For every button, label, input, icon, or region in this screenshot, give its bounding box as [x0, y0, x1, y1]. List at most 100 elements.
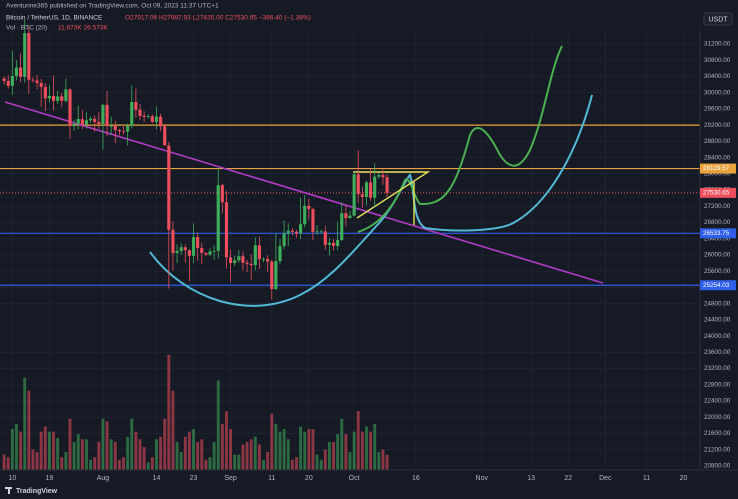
- y-tick-label: 26000.00: [704, 252, 731, 259]
- volume-bar: [245, 441, 249, 470]
- candle-body: [121, 131, 126, 133]
- volume-bar: [179, 452, 183, 470]
- volume-bar: [332, 441, 335, 470]
- candle-body: [208, 251, 212, 255]
- candle-body: [159, 116, 163, 127]
- candle-body: [290, 230, 294, 232]
- y-tick-label: 22000.00: [704, 414, 731, 421]
- drawings: [4, 45, 604, 307]
- candle-body: [200, 248, 204, 253]
- candle-body: [27, 33, 31, 80]
- volume-bar: [47, 431, 51, 470]
- volume-bar: [208, 457, 212, 470]
- candle-body: [282, 233, 286, 247]
- candle-body: [270, 261, 274, 290]
- candle-body: [146, 116, 150, 118]
- volume-bar: [19, 431, 23, 470]
- candle-body: [224, 202, 229, 258]
- volume-bar: [344, 434, 348, 470]
- y-tick-label: 30800.00: [704, 57, 731, 64]
- candle-body: [274, 261, 278, 290]
- y-tick-label: 24000.00: [704, 333, 731, 340]
- candle-body: [385, 177, 389, 193]
- y-tick-label: 20800.00: [704, 463, 731, 470]
- volume-bar: [171, 390, 175, 470]
- candle-body: [23, 33, 27, 77]
- candle-body: [97, 121, 101, 124]
- candle-body: [377, 175, 381, 177]
- volume-bar: [175, 441, 179, 470]
- candle-body: [204, 252, 208, 255]
- volume-bar: [89, 459, 93, 470]
- volume-bar: [262, 459, 265, 470]
- candle-body: [381, 175, 385, 178]
- volume-bar: [35, 452, 39, 470]
- volume-bar: [257, 444, 261, 470]
- candle-body: [356, 174, 360, 195]
- volume-bar: [80, 439, 84, 470]
- candle-body: [348, 215, 352, 219]
- y-tick-label: 24400.00: [704, 317, 731, 324]
- volume-bar: [23, 377, 27, 470]
- currency[interactable]: USDT: [708, 16, 728, 23]
- volume-bar: [204, 459, 208, 470]
- volume-bar: [282, 429, 286, 470]
- candle-body: [76, 119, 80, 124]
- x-tick-label: 22: [564, 475, 572, 482]
- volume-bar: [295, 457, 298, 470]
- candle-body: [311, 209, 315, 232]
- candle-body: [47, 95, 51, 99]
- volume-bar: [233, 454, 237, 470]
- candle-body: [64, 89, 68, 101]
- y-tick-label: 28800.00: [704, 138, 731, 145]
- volume-bar: [39, 431, 43, 470]
- y-tick-label: 22400.00: [704, 398, 731, 405]
- volume-bar: [220, 423, 224, 470]
- candle-body: [233, 260, 237, 264]
- logo-icon: [5, 487, 12, 494]
- volume-bar: [348, 452, 352, 470]
- x-tick-label: 10: [8, 475, 16, 482]
- volume-bar: [229, 429, 233, 470]
- candle-body: [51, 95, 56, 101]
- candle-body: [163, 126, 167, 146]
- volume-bar: [311, 429, 315, 470]
- candle-body: [56, 96, 60, 101]
- x-tick-label: 13: [527, 475, 535, 482]
- volume-bar: [365, 426, 368, 470]
- candle-body: [373, 176, 377, 198]
- candle-body: [220, 185, 224, 203]
- candle-body: [35, 80, 39, 83]
- candle-body: [43, 87, 47, 99]
- candle-body: [307, 205, 311, 210]
- volume-bar: [319, 459, 323, 470]
- candle-body: [266, 259, 270, 262]
- volume-bar: [155, 439, 158, 470]
- x-tick-label: 20: [305, 475, 313, 482]
- volume-bar: [134, 431, 138, 470]
- volume-bar: [340, 418, 344, 470]
- candle-body: [319, 231, 323, 233]
- candle-body: [278, 246, 282, 262]
- triangle-pattern: [353, 171, 431, 225]
- candle-body: [2, 78, 6, 81]
- y-tick-label: 25600.00: [704, 268, 731, 275]
- volume-bar: [105, 421, 109, 470]
- price-tag: [700, 280, 736, 291]
- candle-body: [299, 224, 303, 234]
- volume-bar: [101, 418, 105, 470]
- volume-bar: [6, 457, 10, 470]
- volume-bar: [138, 439, 142, 470]
- candle-body: [138, 109, 142, 116]
- footer-logo: TradingView: [16, 488, 58, 495]
- x-tick-label: Oct: [349, 475, 360, 482]
- candle-body: [126, 125, 130, 132]
- volume-bar: [43, 426, 47, 470]
- currency-box[interactable]: [703, 12, 733, 26]
- candle-body: [286, 230, 290, 234]
- volume-bar: [216, 380, 220, 470]
- y-tick-label: 30000.00: [704, 89, 731, 96]
- candle-body: [6, 80, 10, 86]
- price-tag-label: 25254.03: [703, 282, 730, 289]
- volume-bar: [274, 423, 278, 470]
